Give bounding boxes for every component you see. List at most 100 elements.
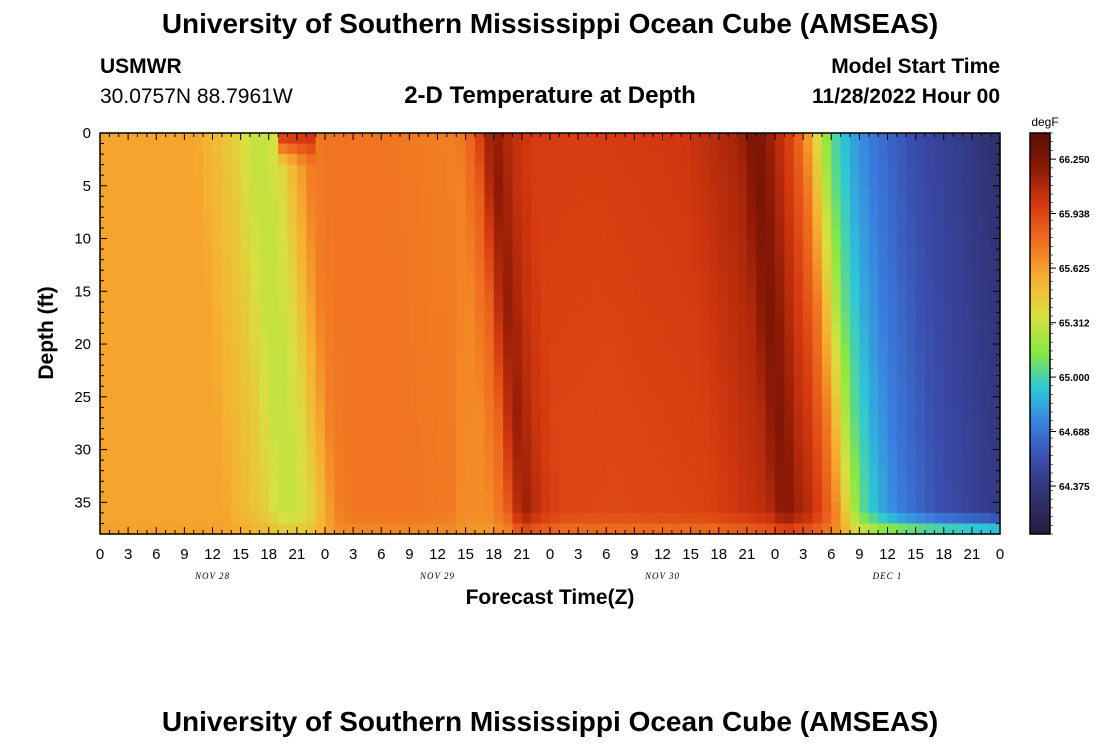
heatmap-cell xyxy=(109,375,120,387)
heatmap-cell xyxy=(831,396,842,408)
heatmap-cell xyxy=(812,523,823,535)
colorbar-tick-label: 65.000 xyxy=(1059,373,1090,384)
heatmap-cell xyxy=(625,175,635,187)
heatmap-cell xyxy=(334,460,345,472)
heatmap-cell xyxy=(559,238,570,250)
heatmap-cell xyxy=(775,249,785,261)
heatmap-cell xyxy=(409,238,420,250)
heatmap-cell xyxy=(437,449,448,461)
heatmap-cell xyxy=(465,270,476,282)
heatmap-cell xyxy=(315,154,326,166)
heatmap-cell xyxy=(615,133,626,145)
heatmap-cell xyxy=(315,333,326,345)
heatmap-cell xyxy=(775,407,785,419)
heatmap-cell xyxy=(362,417,373,430)
heatmap-cell xyxy=(400,449,410,461)
heatmap-cell xyxy=(690,428,701,440)
heatmap-cell xyxy=(128,523,139,535)
heatmap-cell xyxy=(606,206,617,219)
heatmap-cell xyxy=(746,154,757,166)
station-coordinates: 30.0757N 88.7961W xyxy=(100,85,293,108)
heatmap-cell xyxy=(231,133,242,145)
heatmap-cell xyxy=(671,280,682,292)
heatmap-cell xyxy=(390,217,401,229)
heatmap-cell xyxy=(606,259,617,271)
heatmap-cell xyxy=(700,449,710,461)
heatmap-cell xyxy=(250,365,260,377)
heatmap-cell xyxy=(971,470,982,482)
heatmap-cell xyxy=(212,439,223,451)
heatmap-cell xyxy=(700,502,710,514)
heatmap-cell xyxy=(803,449,814,461)
heatmap-cell xyxy=(259,185,270,197)
heatmap-cell xyxy=(137,270,148,282)
heatmap-cell xyxy=(212,481,223,493)
heatmap-cell xyxy=(446,270,457,282)
heatmap-cell xyxy=(343,512,354,525)
heatmap-cell xyxy=(146,481,157,493)
heatmap-cell xyxy=(325,375,335,387)
heatmap-cell xyxy=(418,460,429,472)
heatmap-cell xyxy=(512,270,523,282)
heatmap-cell xyxy=(521,175,532,187)
heatmap-cell xyxy=(325,185,335,197)
heatmap-cell xyxy=(596,164,607,176)
x-tick-label: 15 xyxy=(682,546,699,563)
heatmap-cell xyxy=(690,301,701,313)
heatmap-cell xyxy=(287,312,298,324)
heatmap-cell xyxy=(953,417,964,430)
heatmap-cell xyxy=(718,460,729,472)
heatmap-cell xyxy=(606,502,617,514)
heatmap-cell xyxy=(353,175,364,187)
heatmap-cell xyxy=(812,259,823,271)
heatmap-cell xyxy=(784,164,795,176)
heatmap-cell xyxy=(400,164,410,176)
heatmap-cell xyxy=(896,322,907,335)
heatmap-cell xyxy=(793,333,804,345)
heatmap-cell xyxy=(475,386,485,398)
heatmap-cell xyxy=(409,365,420,377)
heatmap-cell xyxy=(840,217,851,229)
heatmap-cell xyxy=(737,175,748,187)
heatmap-cell xyxy=(240,344,251,356)
heatmap-cell xyxy=(878,333,889,345)
heatmap-cell xyxy=(296,206,307,219)
heatmap-cell xyxy=(465,249,476,261)
heatmap-cell xyxy=(212,512,223,525)
heatmap-cell xyxy=(362,249,373,261)
heatmap-cell xyxy=(962,439,973,451)
heatmap-cell xyxy=(821,428,832,440)
heatmap-cell xyxy=(325,259,335,271)
heatmap-cell xyxy=(915,491,926,503)
heatmap-cell xyxy=(437,439,448,451)
heatmap-cell xyxy=(756,491,767,503)
heatmap-cell xyxy=(203,164,214,176)
heatmap-cell xyxy=(615,238,626,250)
heatmap-cell xyxy=(381,154,392,166)
heatmap-cell xyxy=(578,460,589,472)
heatmap-cell xyxy=(343,217,354,229)
heatmap-cell xyxy=(578,365,589,377)
heatmap-cell xyxy=(803,512,814,525)
heatmap-cell xyxy=(165,407,176,419)
heatmap-cell xyxy=(643,312,654,324)
heatmap-cell xyxy=(906,164,917,176)
heatmap-cell xyxy=(962,259,973,271)
heatmap-cell xyxy=(193,143,204,155)
heatmap-cell xyxy=(268,365,279,377)
heatmap-cell xyxy=(878,396,889,408)
heatmap-cell xyxy=(831,512,842,525)
heatmap-cell xyxy=(859,164,870,176)
heatmap-cell xyxy=(306,375,317,387)
heatmap-cell xyxy=(906,270,917,282)
heatmap-cell xyxy=(184,365,195,377)
heatmap-cell xyxy=(831,185,842,197)
heatmap-cell xyxy=(859,460,870,472)
heatmap-cell xyxy=(550,175,560,187)
heatmap-cell xyxy=(315,143,326,155)
heatmap-cell xyxy=(428,175,439,187)
heatmap-cell xyxy=(540,206,551,219)
heatmap-cell xyxy=(128,428,139,440)
heatmap-cell xyxy=(353,502,364,514)
heatmap-cell xyxy=(306,333,317,345)
